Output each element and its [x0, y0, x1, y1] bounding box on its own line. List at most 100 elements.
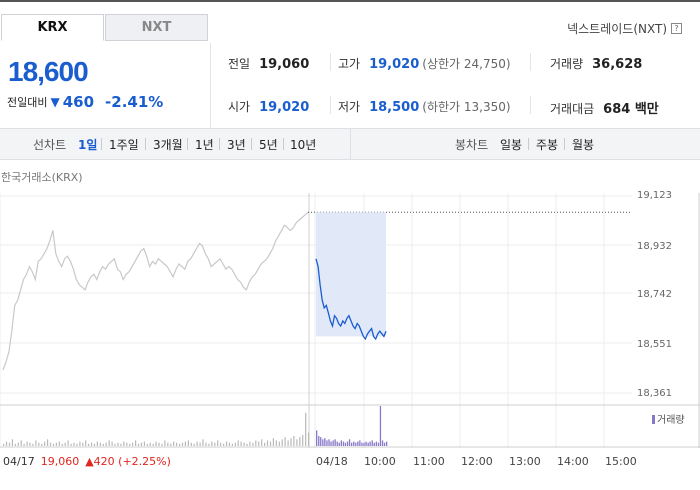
volume-bar — [32, 443, 34, 446]
down-arrow-icon: ▼ — [50, 95, 60, 109]
volume-bar — [249, 441, 251, 446]
line-chart-label: 선차트 — [33, 138, 67, 152]
volume-bar — [52, 443, 55, 446]
stat-value: 19,020 — [259, 100, 310, 115]
volume-bar — [344, 442, 347, 446]
volume-bar — [102, 443, 104, 446]
stat-open: 시가 19,020 — [228, 98, 309, 115]
volume-bar — [225, 441, 228, 446]
stat-value: 19,060 — [259, 57, 310, 72]
prev-day-change-pct: (+2.25%) — [118, 455, 171, 468]
divider — [145, 138, 146, 150]
period-1y[interactable]: 1년 — [195, 138, 214, 152]
period-3m[interactable]: 3개월 — [153, 138, 183, 152]
stat-high: 고가 19,020 (상한가 24,750) — [338, 55, 511, 72]
volume-bar — [214, 442, 216, 446]
volume-bar — [275, 440, 277, 446]
prev-day-change: ▲420 (+2.25%) — [85, 455, 171, 468]
volume-bar — [11, 439, 13, 446]
stat-label: 저가 — [338, 100, 361, 114]
volume-bar — [126, 442, 128, 446]
change-amount: 460 — [62, 93, 95, 111]
volume-bar — [135, 440, 137, 446]
nxt-link[interactable]: 넥스트레이드(NXT) ? — [567, 20, 682, 37]
volume-bar — [111, 441, 113, 446]
period-1d[interactable]: 1일 — [78, 138, 98, 152]
period-3y[interactable]: 3년 — [227, 138, 246, 152]
volume-bar — [8, 442, 11, 446]
volume-bar — [61, 443, 63, 446]
volume-bar — [353, 441, 355, 446]
volume-bar — [302, 434, 304, 446]
volume-bar — [246, 443, 248, 446]
x-tick: 11:00 — [413, 455, 445, 468]
volume-bar — [348, 439, 351, 446]
candle-weekly[interactable]: 주봉 — [536, 138, 559, 152]
volume-bar — [152, 443, 154, 446]
tab-krx[interactable]: KRX — [1, 14, 104, 41]
volume-bar — [373, 442, 375, 446]
volume-bar — [155, 441, 157, 446]
volume-bar — [318, 436, 320, 446]
volume-bar — [332, 440, 334, 446]
volume-bar — [44, 441, 46, 446]
stat-value: 18,500 — [369, 100, 420, 115]
volume-bar — [88, 443, 90, 446]
chart-source: 한국거래소(KRX) — [1, 171, 83, 184]
stat-value: 19,020 — [369, 57, 420, 72]
x-tick: 13:00 — [509, 455, 541, 468]
divider — [219, 138, 220, 150]
nxt-link-label[interactable]: 넥스트레이드(NXT) — [567, 22, 667, 36]
volume-bar — [3, 443, 5, 446]
volume-bar — [278, 441, 280, 446]
volume-bar — [129, 443, 131, 446]
volume-bar — [375, 441, 377, 446]
volume-bar — [205, 442, 207, 446]
stat-value: 684 백만 — [603, 102, 659, 117]
y-tick: 19,123 — [637, 190, 672, 201]
period-10y[interactable]: 10년 — [290, 138, 317, 152]
volume-bar — [93, 443, 96, 446]
candle-daily[interactable]: 일봉 — [500, 138, 523, 152]
stat-value: 36,628 — [592, 57, 643, 72]
volume-bar — [79, 441, 81, 446]
y-tick: 18,742 — [637, 289, 672, 300]
divider — [530, 53, 531, 71]
tab-nxt[interactable]: NXT — [105, 14, 208, 41]
volume-bar — [176, 442, 178, 446]
volume-bar — [38, 442, 40, 446]
volume-bar — [371, 440, 373, 446]
volume-bar — [82, 442, 84, 446]
volume-bar — [202, 439, 204, 446]
y-tick: 18,361 — [637, 388, 672, 399]
volume-bar — [17, 442, 19, 446]
volume-bar — [196, 441, 198, 446]
divider — [210, 43, 211, 128]
prev-day-line — [2, 211, 309, 371]
divider — [187, 138, 188, 150]
volume-bar — [208, 443, 210, 446]
divider — [330, 96, 331, 114]
volume-bar — [252, 442, 254, 446]
volume-bar — [266, 440, 269, 446]
volume-legend-marker — [652, 415, 655, 424]
volume-bar — [287, 440, 289, 446]
volume-bar — [47, 439, 49, 446]
period-5y[interactable]: 5년 — [259, 138, 278, 152]
volume-bar — [338, 442, 340, 446]
volume-bar — [237, 440, 239, 446]
volume-bar — [386, 441, 388, 446]
candle-monthly[interactable]: 월봉 — [572, 138, 595, 152]
volume-bar — [243, 442, 245, 446]
period-1w[interactable]: 1주일 — [109, 138, 139, 152]
volume-bar — [114, 443, 116, 446]
upper-limit: (상한가 24,750) — [422, 57, 511, 71]
x-tick: 14:00 — [557, 455, 589, 468]
volume-bar — [49, 442, 52, 446]
volume-bar — [355, 442, 357, 446]
help-icon[interactable]: ? — [671, 23, 682, 34]
volume-bar — [146, 443, 148, 446]
stat-label: 고가 — [338, 57, 361, 71]
volume-bar — [261, 439, 263, 446]
volume-bar — [363, 442, 365, 446]
